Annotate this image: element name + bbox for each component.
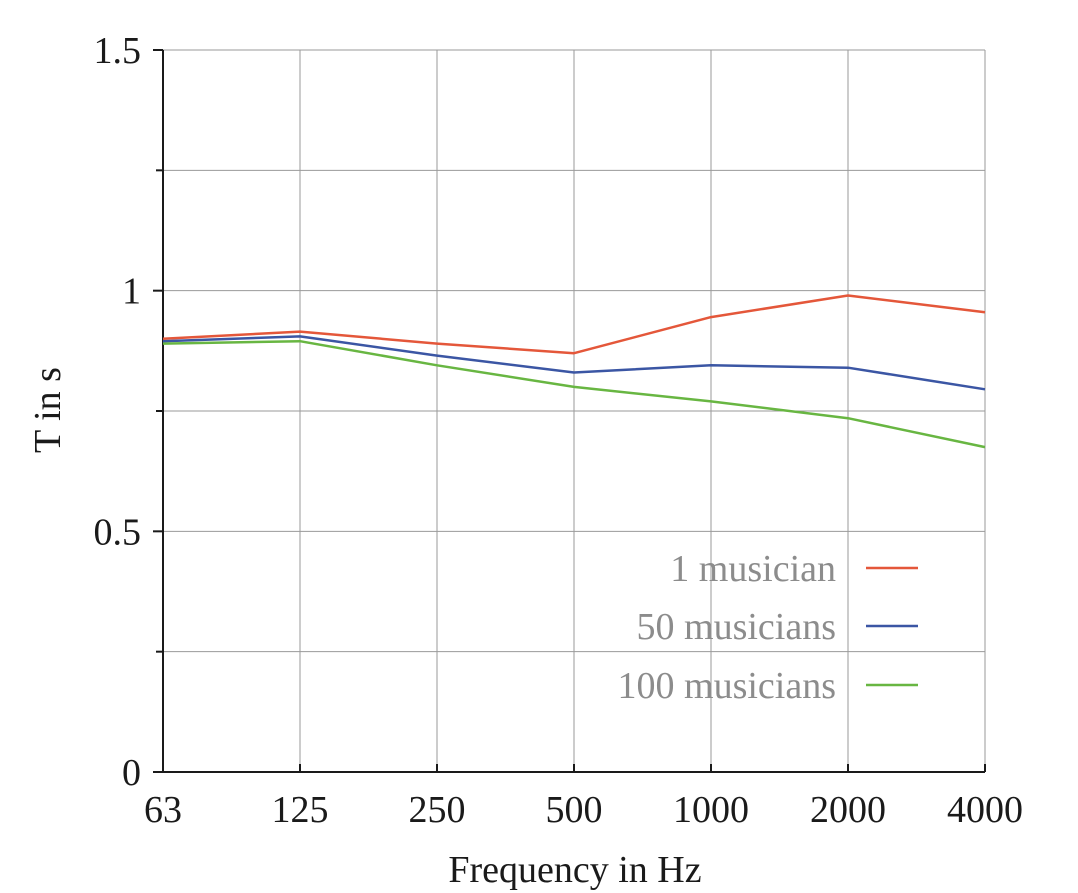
- x-tick-label: 63: [144, 789, 182, 831]
- legend-label: 50 musicians: [637, 606, 836, 648]
- x-tick-label: 2000: [810, 789, 886, 831]
- x-tick-label: 4000: [947, 789, 1023, 831]
- series-line: [162, 294, 986, 355]
- x-tick-label: 250: [409, 789, 466, 831]
- series-line: [162, 335, 986, 391]
- plot-area: [162, 294, 986, 449]
- y-tick-label: 1.5: [94, 30, 142, 72]
- x-tick-label: 500: [546, 789, 603, 831]
- y-tick-label: 0.5: [94, 511, 142, 553]
- y-tick-label: 0: [122, 752, 141, 794]
- legend-label: 1 musician: [670, 548, 836, 590]
- grid: [163, 49, 986, 772]
- x-tick-label: 125: [272, 789, 329, 831]
- y-tick-label: 1: [122, 271, 141, 313]
- x-axis-title: Frequency in Hz: [448, 849, 701, 891]
- x-tick-label: 1000: [673, 789, 749, 831]
- legend: 1 musician 50 musicians 100 musicians: [618, 548, 918, 707]
- series-line: [162, 339, 986, 449]
- axes: 0 0.5 1 1.5 63 125 250 500 1000 2000 4000: [94, 30, 1024, 831]
- y-axis-title: T in s: [27, 367, 69, 453]
- legend-label: 100 musicians: [618, 665, 836, 707]
